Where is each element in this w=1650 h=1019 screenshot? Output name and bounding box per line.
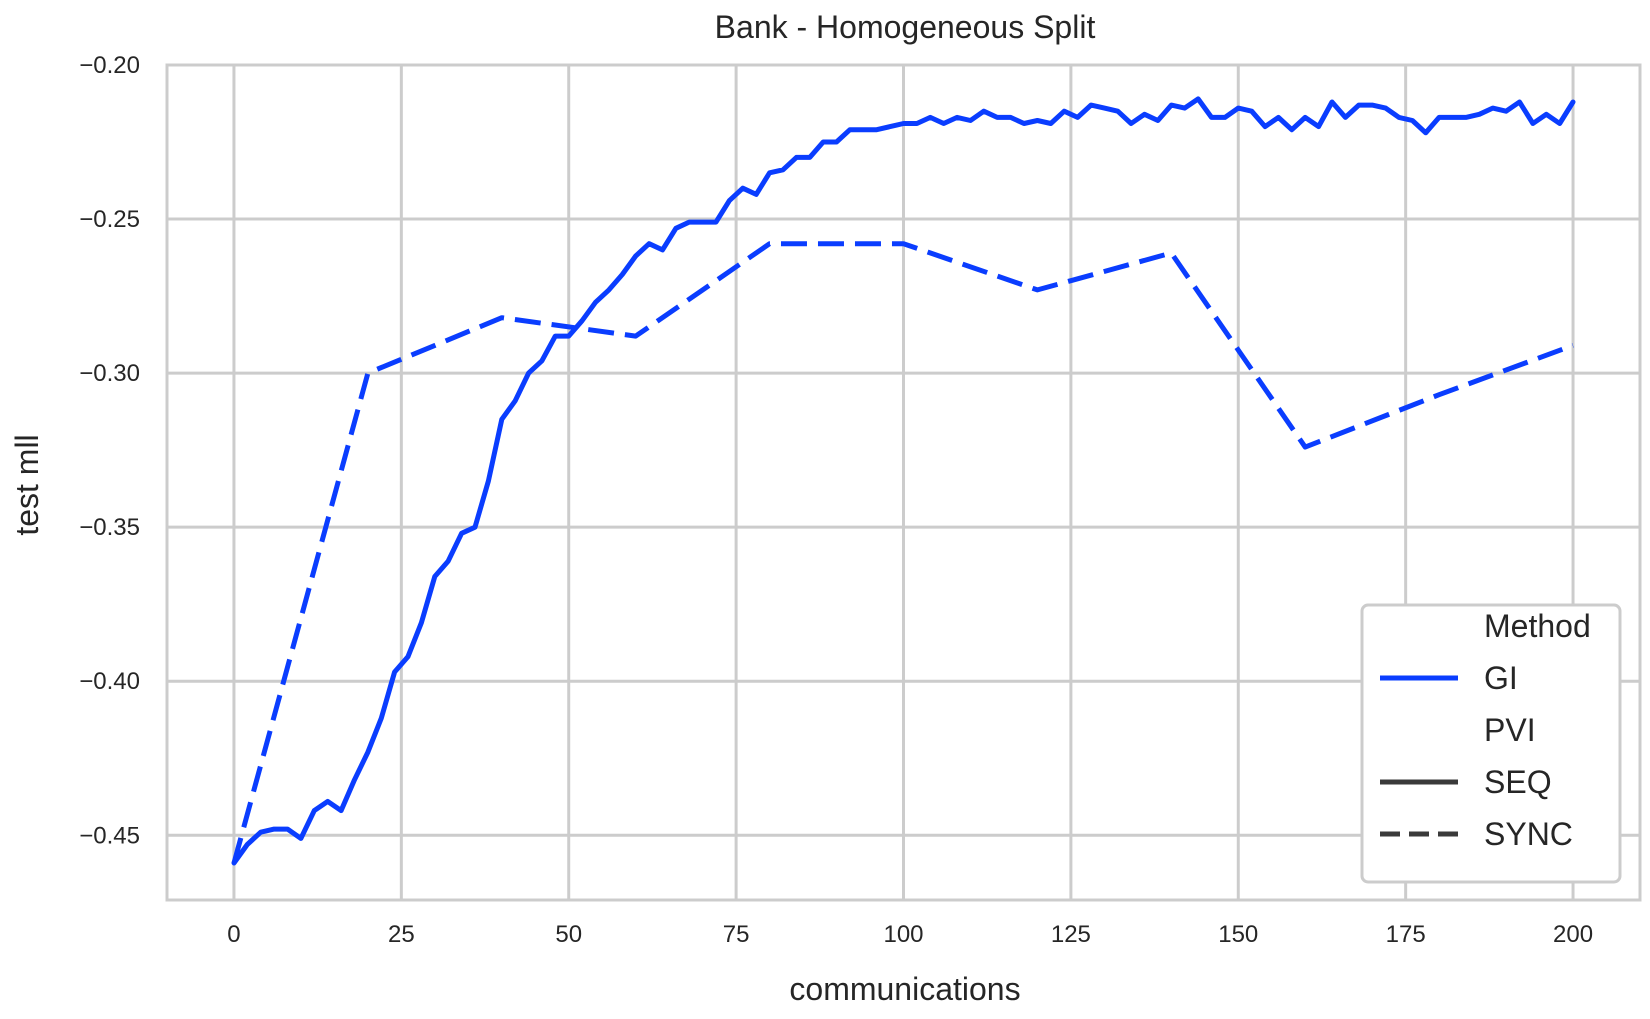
y-tick-label: −0.35	[79, 514, 140, 541]
x-tick-label: 175	[1386, 921, 1426, 948]
y-tick-label: −0.45	[79, 822, 140, 849]
legend-label: SEQ	[1484, 764, 1552, 800]
y-tick-label: −0.30	[79, 360, 140, 387]
legend-entry-sync: SYNC	[1380, 816, 1573, 852]
x-tick-label: 125	[1051, 921, 1091, 948]
plot-frame	[165, 63, 1642, 902]
legend-entry-seq: SEQ	[1380, 764, 1552, 800]
x-axis-label: communications	[789, 971, 1020, 1007]
x-tick-label: 200	[1553, 921, 1593, 948]
y-tick-label: −0.20	[79, 52, 140, 79]
legend-label: GI	[1484, 660, 1518, 696]
legend: Method GI PVI SEQ SYNC	[1360, 603, 1622, 884]
series-line-sync	[231, 241, 1574, 864]
x-tick-label: 25	[388, 921, 415, 948]
x-axis-ticks: 0 25 50 75 100 125 150 175 200	[227, 921, 1593, 948]
y-tick-label: −0.25	[79, 206, 140, 233]
x-tick-label: 0	[227, 921, 240, 948]
y-tick-label: −0.40	[79, 668, 140, 695]
legend-box	[1360, 603, 1622, 884]
y-axis-label: test mll	[9, 434, 45, 535]
legend-entries: Method GI PVI SEQ SYNC	[1380, 608, 1591, 852]
chart-title: Bank - Homogeneous Split	[715, 9, 1096, 45]
legend-label: PVI	[1484, 712, 1536, 748]
legend-label: Method	[1484, 608, 1591, 644]
series-line-seq	[231, 96, 1576, 866]
x-tick-label: 75	[723, 921, 750, 948]
x-tick-label: 100	[883, 921, 923, 948]
x-tick-label: 50	[555, 921, 582, 948]
legend-entry-pvi: PVI	[1484, 712, 1536, 748]
series-layer	[231, 96, 1576, 866]
x-tick-label: 150	[1218, 921, 1258, 948]
legend-entry-gi: GI	[1380, 660, 1518, 696]
legend-label: SYNC	[1484, 816, 1573, 852]
legend-entry-method: Method	[1484, 608, 1591, 644]
y-axis-ticks: −0.20 −0.25 −0.30 −0.35 −0.40 −0.45	[79, 52, 140, 849]
